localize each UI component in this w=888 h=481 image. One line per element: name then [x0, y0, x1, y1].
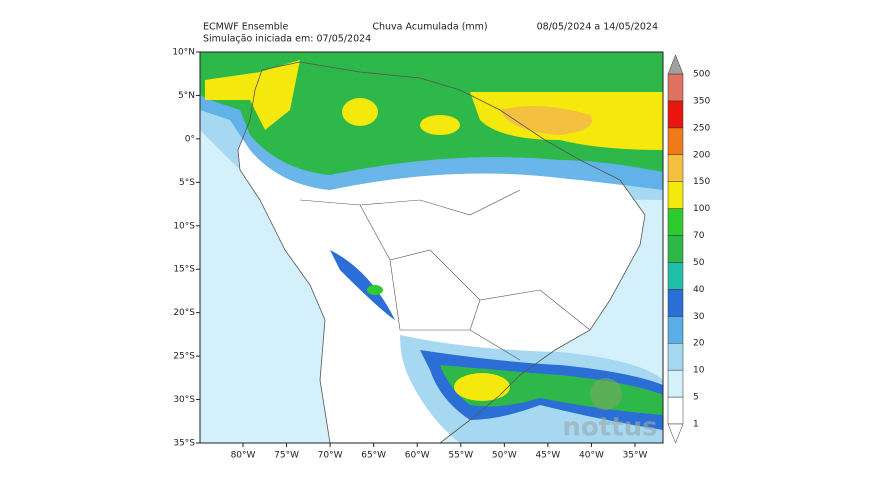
init-date: Simulação iniciada em: 07/05/2024 — [203, 34, 371, 45]
colorbar-over — [667, 54, 684, 75]
lat-label: 10°S — [173, 221, 195, 231]
colorbar-label: 350 — [693, 96, 710, 106]
colorbar-segment — [667, 100, 684, 129]
lon-label: 80°W — [231, 451, 256, 461]
lon-label: 65°W — [361, 451, 386, 461]
colorbar-segment — [667, 127, 684, 156]
lon-label: 75°W — [274, 451, 299, 461]
lat-label: 10°N — [172, 48, 195, 58]
lon-label: 35°W — [623, 451, 648, 461]
colorbar-label: 150 — [693, 177, 710, 187]
colorbar-label: 500 — [693, 70, 710, 80]
lon-label: 45°W — [535, 451, 560, 461]
colorbar-label: 200 — [693, 150, 710, 160]
colorbar-label: 50 — [693, 258, 705, 268]
map-field — [200, 52, 663, 443]
colorbar-label: 250 — [693, 123, 710, 133]
colorbar-segment — [667, 235, 684, 263]
lon-label: 40°W — [579, 451, 604, 461]
period: 08/05/2024 a 14/05/2024 — [537, 22, 658, 33]
lon-label: 70°W — [318, 451, 343, 461]
colorbar-segment — [667, 289, 684, 317]
colorbar-label: 5 — [693, 393, 699, 403]
lon-labels: 80°W 75°W 70°W 65°W 60°W 55°W 50°W 45°W 40°W 35°W — [231, 443, 648, 461]
colorbar-segment — [667, 369, 684, 398]
colorbar-segment — [667, 154, 684, 182]
lat-label: 30°S — [173, 395, 195, 405]
colorbar-label: 1 — [693, 420, 699, 430]
colorbar-segment — [667, 181, 684, 209]
colorbar-label: 70 — [693, 231, 705, 241]
colorbar-under — [667, 423, 684, 444]
watermark: nottus — [562, 413, 657, 443]
colorbar-segment — [667, 262, 684, 290]
lon-label: 50°W — [492, 451, 517, 461]
colorbar-segment — [667, 396, 684, 425]
colorbar-label: 30 — [693, 312, 705, 322]
colorbar: 1 5 10 20 30 40 50 70 100 150 200 250 350 500 — [667, 54, 710, 444]
lat-label: 5°S — [179, 178, 195, 188]
field-title: Chuva Acumulada (mm) — [372, 22, 487, 33]
colorbar-label: 10 — [693, 366, 705, 376]
colorbar-label: 100 — [693, 204, 710, 214]
colorbar-label: 20 — [693, 339, 705, 349]
lat-label: 15°S — [173, 265, 195, 275]
lon-label: 55°W — [448, 451, 473, 461]
map-frame — [199, 51, 664, 444]
lat-labels: 10°N 5°N 0° 5°S 10°S 15°S 20°S 25°S 30°S 35°S — [172, 48, 200, 449]
colorbar-segment — [667, 73, 684, 102]
colorbar-segment — [667, 342, 684, 371]
lat-label: 35°S — [173, 439, 195, 449]
colorbar-segment — [667, 208, 684, 236]
lat-label: 25°S — [173, 352, 195, 362]
model-title: ECMWF Ensemble — [203, 22, 288, 33]
colorbar-label: 40 — [693, 285, 705, 295]
lat-label: 0° — [185, 134, 195, 144]
colorbar-segment — [667, 316, 684, 344]
lon-label: 60°W — [405, 451, 430, 461]
lat-label: 5°N — [178, 91, 195, 101]
lat-label: 20°S — [173, 308, 195, 318]
